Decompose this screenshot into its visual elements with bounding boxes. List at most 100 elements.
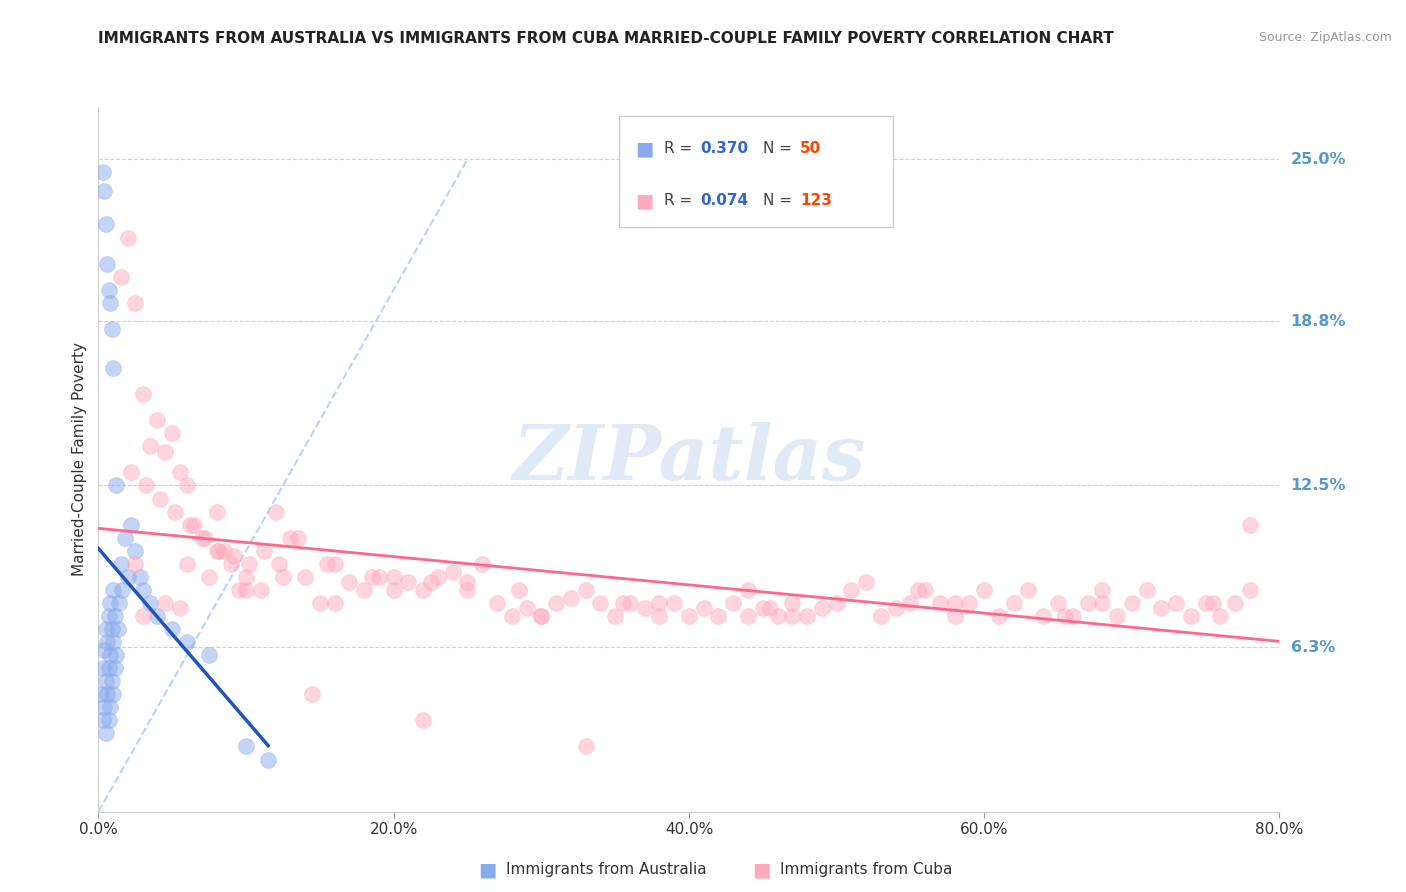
Point <box>1166 596 1188 610</box>
Point <box>855 575 877 590</box>
Point <box>132 582 155 597</box>
Point <box>280 531 302 545</box>
Text: 25.0%: 25.0% <box>1291 152 1346 167</box>
Point <box>353 582 375 597</box>
Point <box>110 269 132 284</box>
Text: ■: ■ <box>636 191 654 211</box>
Point <box>368 570 391 584</box>
Point <box>884 601 907 615</box>
Point <box>221 557 243 571</box>
Text: 0.370: 0.370 <box>700 142 748 156</box>
Point <box>176 478 198 492</box>
Point <box>120 466 142 480</box>
Point <box>105 648 128 662</box>
Point <box>486 596 509 610</box>
Point <box>98 700 121 714</box>
Point <box>91 714 114 728</box>
Point <box>100 674 122 689</box>
Point <box>294 570 316 584</box>
Point <box>759 601 782 615</box>
Point <box>737 609 759 624</box>
Text: 18.8%: 18.8% <box>1291 314 1346 328</box>
Point <box>96 687 118 701</box>
Point <box>94 726 117 740</box>
Point <box>870 609 893 624</box>
Point <box>914 582 936 597</box>
Point <box>117 570 139 584</box>
Point <box>98 648 121 662</box>
Point <box>1239 517 1261 532</box>
Point <box>93 184 115 198</box>
Point <box>96 257 118 271</box>
Point <box>664 596 686 610</box>
Text: ■: ■ <box>752 860 770 880</box>
Y-axis label: Married-Couple Family Poverty: Married-Couple Family Poverty <box>72 343 87 576</box>
Point <box>907 582 929 597</box>
Point <box>1202 596 1225 610</box>
Point <box>766 609 789 624</box>
Point <box>194 531 217 545</box>
Point <box>1077 596 1099 610</box>
Point <box>103 361 125 376</box>
Point <box>339 575 361 590</box>
Point <box>235 739 257 754</box>
Point <box>238 557 260 571</box>
Point <box>124 543 146 558</box>
Point <box>309 596 332 610</box>
Point <box>1018 582 1040 597</box>
Point <box>1225 596 1247 610</box>
Point <box>105 478 128 492</box>
Text: 6.3%: 6.3% <box>1291 640 1334 655</box>
Point <box>162 426 183 441</box>
Point <box>1091 596 1114 610</box>
Point <box>253 543 276 558</box>
Point <box>612 596 634 610</box>
Point <box>1054 609 1077 624</box>
Point <box>179 517 201 532</box>
Point <box>91 661 114 675</box>
Point <box>1047 596 1070 610</box>
Point <box>124 557 146 571</box>
Text: Immigrants from Australia: Immigrants from Australia <box>506 863 707 877</box>
Point <box>382 570 405 584</box>
Point <box>96 635 118 649</box>
Point <box>104 661 127 675</box>
Point <box>198 570 221 584</box>
Point <box>100 322 122 336</box>
Point <box>1062 609 1084 624</box>
Point <box>103 635 125 649</box>
Point <box>100 622 122 636</box>
Point <box>457 582 479 597</box>
Text: 50: 50 <box>800 142 821 156</box>
Point <box>900 596 922 610</box>
Point <box>212 543 235 558</box>
Point <box>589 596 612 610</box>
Point <box>139 439 162 453</box>
Point <box>737 582 759 597</box>
Point <box>323 596 346 610</box>
Point <box>825 596 848 610</box>
Point <box>782 596 804 610</box>
Text: 12.5%: 12.5% <box>1291 478 1346 493</box>
Point <box>1032 609 1054 624</box>
Point <box>90 687 112 701</box>
Point <box>149 491 172 506</box>
Point <box>752 601 775 615</box>
Point <box>412 714 434 728</box>
Point <box>516 601 538 615</box>
Point <box>98 596 121 610</box>
Point <box>959 596 981 610</box>
Point <box>139 596 162 610</box>
Point <box>619 596 641 610</box>
Point <box>267 557 290 571</box>
Point <box>501 609 523 624</box>
Point <box>929 596 952 610</box>
Point <box>153 596 176 610</box>
Point <box>1002 596 1025 610</box>
Text: R =: R = <box>664 142 697 156</box>
Point <box>648 609 671 624</box>
Point <box>114 531 136 545</box>
Point <box>191 531 214 545</box>
Point <box>94 674 117 689</box>
Text: N =: N = <box>763 142 797 156</box>
